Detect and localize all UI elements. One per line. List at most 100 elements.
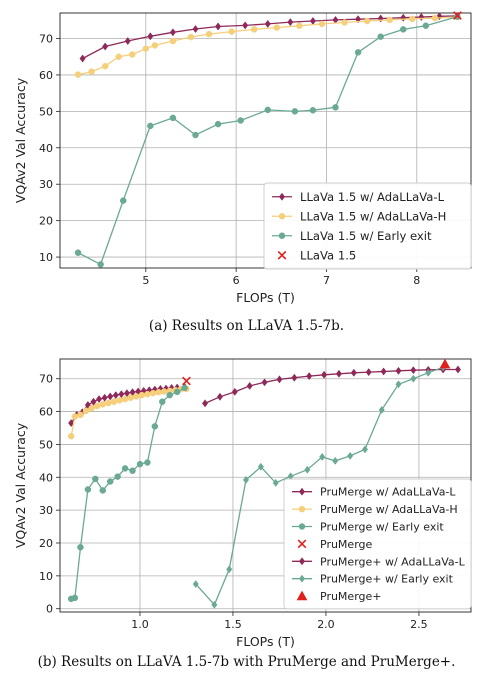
data-point (251, 26, 257, 32)
data-point (102, 43, 107, 50)
legend-label: LLaVa 1.5 w/ AdaLLaVa-H (300, 209, 446, 223)
x-tick-label: 7 (323, 274, 330, 287)
data-point (147, 123, 153, 129)
data-point (192, 132, 198, 138)
data-point (333, 104, 339, 110)
data-point (72, 595, 78, 601)
data-point (77, 412, 83, 418)
data-point (432, 15, 438, 21)
data-point (108, 393, 113, 400)
data-point (75, 250, 81, 256)
chart-a: 5 6 7 8 10 20 30 40 50 60 70 FLOPs (T) VQAv2 Val Acc… (13, 12, 471, 305)
data-point (182, 385, 188, 391)
y-tick-label: 20 (39, 537, 53, 550)
data-point (159, 399, 165, 405)
data-point (75, 72, 81, 78)
data-point (116, 54, 122, 60)
data-point (130, 468, 136, 474)
x-tick-label: 2.5 (410, 618, 428, 631)
data-point (364, 18, 370, 24)
data-point (96, 395, 101, 402)
data-point (215, 23, 220, 30)
x-axis-label: FLOPs (T) (236, 290, 295, 305)
data-point (320, 453, 325, 460)
data-point (265, 107, 271, 113)
data-point (122, 396, 128, 402)
data-point (292, 108, 298, 114)
data-point (89, 69, 95, 75)
legend-label: PruMerge w/ Early exit (320, 521, 444, 534)
data-point (292, 374, 297, 381)
y-axis-label: VQAv2 Val Accuracy (13, 77, 28, 203)
data-point (238, 117, 244, 123)
data-point (102, 394, 107, 401)
data-point (170, 29, 175, 36)
data-point (347, 452, 352, 459)
data-point (102, 63, 108, 69)
y-tick-label: 40 (39, 471, 53, 484)
data-point (202, 400, 207, 407)
legend-label: LLaVa 1.5 w/ AdaLLaVa-L (300, 190, 445, 204)
data-point (310, 17, 315, 24)
data-point (262, 379, 267, 386)
legend-label: PruMerge (320, 538, 373, 551)
data-point (274, 25, 280, 31)
data-point (296, 23, 302, 29)
data-point (401, 14, 406, 21)
data-point (133, 393, 139, 399)
data-point (206, 31, 212, 37)
y-tick-label: 40 (39, 142, 53, 155)
data-point (170, 115, 176, 121)
data-point (440, 360, 449, 368)
data-point (310, 107, 316, 113)
data-point (277, 376, 282, 383)
chart-b: 1.0 1.5 2.0 2.5010203040506070FLOPs (T)VQAv… (13, 359, 471, 649)
data-point (351, 369, 356, 376)
legend-marker (279, 233, 285, 239)
legend-label: PruMerge+ w/ Early exit (320, 573, 454, 586)
data-point (94, 403, 100, 409)
data-point (193, 25, 198, 32)
y-tick-label: 10 (39, 570, 53, 583)
x-tick-label: 2.0 (317, 618, 335, 631)
y-tick-label: 30 (39, 178, 53, 191)
data-point (113, 392, 118, 399)
data-point (217, 393, 222, 400)
caption-a: (a) Results on LLaVA 1.5-7b. (0, 318, 493, 334)
data-point (152, 42, 158, 48)
data-point (188, 34, 194, 40)
data-point (139, 392, 145, 398)
legend-label: LLaVa 1.5 w/ Early exit (300, 229, 432, 243)
data-point (137, 461, 143, 467)
data-point (161, 389, 167, 395)
y-tick-label: 0 (46, 603, 53, 616)
data-point (100, 487, 106, 493)
data-point (229, 29, 235, 35)
x-tick-label: 5 (142, 274, 149, 287)
series-line (71, 388, 184, 599)
data-point (396, 367, 401, 374)
data-point (174, 389, 180, 395)
data-point (156, 389, 162, 395)
data-point (242, 22, 247, 29)
data-point (144, 460, 150, 466)
data-point (120, 198, 126, 204)
data-point (128, 395, 134, 401)
y-tick-label: 60 (39, 69, 53, 82)
legend: PruMerge w/ AdaLLaVa-LPruMerge w/ AdaLLa… (284, 479, 471, 609)
data-point (227, 566, 232, 573)
legend-label: PruMerge+ (320, 590, 382, 603)
legend-marker (279, 213, 285, 219)
data-point (362, 446, 367, 453)
data-point (111, 399, 117, 405)
series-line (205, 370, 458, 404)
x-tick-label: 1.0 (131, 618, 149, 631)
data-point (265, 20, 270, 27)
data-point (409, 16, 415, 22)
data-point (288, 19, 293, 26)
y-axis-label: VQAv2 Val Accuracy (13, 422, 28, 548)
data-point (215, 121, 221, 127)
data-point (319, 21, 325, 27)
data-point (68, 433, 74, 439)
